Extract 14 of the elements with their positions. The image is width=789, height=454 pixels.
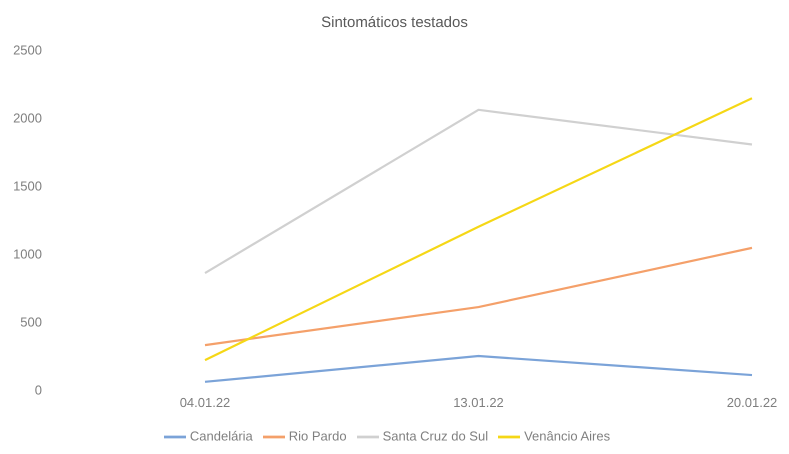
- x-tick-label: 13.01.22: [453, 395, 504, 410]
- x-tick-label: 20.01.22: [726, 395, 778, 410]
- legend-label: Rio Pardo: [288, 428, 347, 444]
- y-tick-label: 0: [34, 382, 42, 398]
- y-tick-label: 1500: [13, 178, 42, 194]
- legend-label: Santa Cruz do Sul: [382, 428, 488, 444]
- chart-title: Sintomáticos testados: [320, 14, 469, 31]
- y-tick-label: 500: [20, 314, 42, 330]
- legend-label: Venâncio Aires: [524, 428, 610, 444]
- y-tick-label: 1000: [13, 246, 42, 262]
- y-tick-label: 2500: [13, 42, 42, 58]
- x-tick-label: 04.01.22: [180, 395, 230, 410]
- legend-label: Candelária: [190, 428, 253, 444]
- y-tick-label: 2000: [13, 110, 42, 126]
